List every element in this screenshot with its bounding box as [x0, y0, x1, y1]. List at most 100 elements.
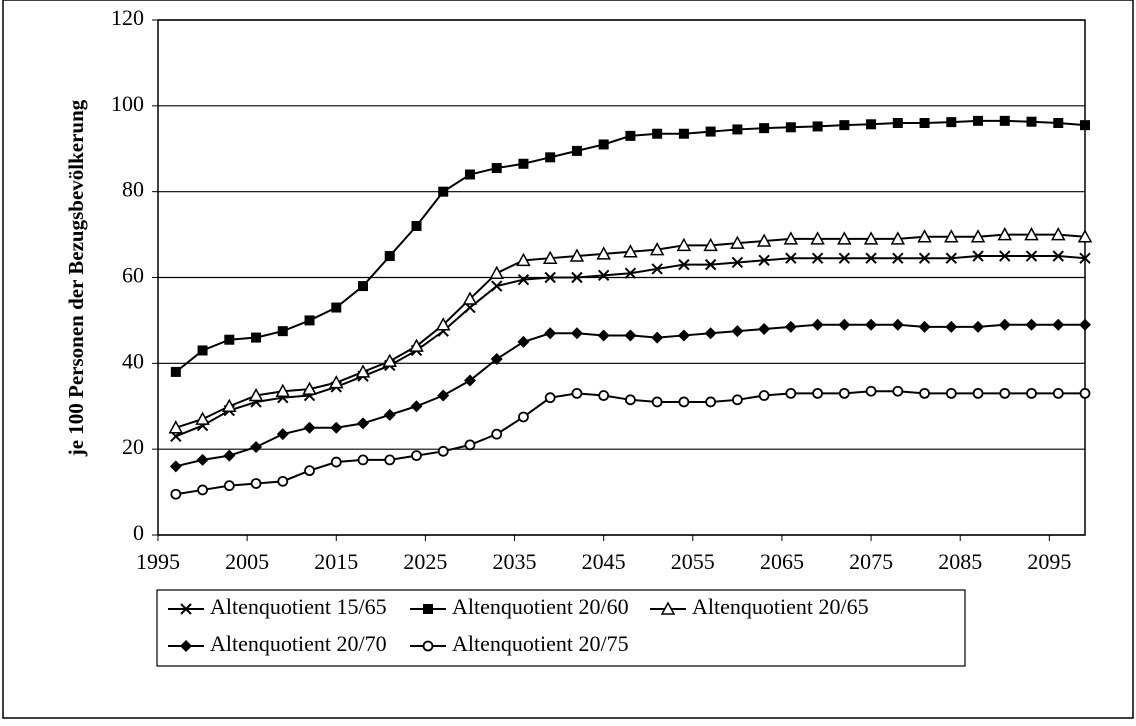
marker	[1052, 387, 1064, 399]
legend-marker	[422, 640, 434, 652]
marker	[544, 392, 556, 404]
marker	[731, 394, 743, 406]
marker	[651, 331, 664, 344]
marker	[275, 383, 291, 397]
marker	[491, 163, 502, 174]
marker	[649, 242, 665, 256]
marker	[890, 231, 906, 245]
x-tick-label: 2085	[938, 549, 982, 574]
marker	[784, 320, 797, 333]
marker	[168, 420, 184, 434]
x-tick-label: 2075	[849, 549, 893, 574]
y-tick-label: 100	[111, 91, 144, 116]
marker	[705, 126, 716, 137]
marker	[999, 387, 1011, 399]
marker	[410, 400, 423, 413]
marker	[945, 320, 958, 333]
marker	[997, 227, 1013, 241]
marker	[1025, 250, 1038, 262]
marker	[970, 229, 986, 243]
marker	[438, 186, 449, 197]
marker	[464, 439, 476, 451]
marker	[758, 323, 771, 335]
marker	[838, 252, 851, 264]
marker	[945, 387, 957, 399]
marker	[919, 118, 930, 128]
marker	[411, 221, 422, 231]
marker	[1080, 120, 1090, 131]
legend-marker	[180, 640, 192, 652]
marker	[625, 394, 636, 406]
marker	[651, 396, 663, 408]
marker	[383, 408, 396, 421]
y-axis-label: je 100 Personen der Bezugsbevölkerung	[64, 99, 88, 457]
marker	[704, 327, 717, 340]
marker	[918, 252, 931, 264]
marker	[197, 345, 208, 356]
legend-label: Altenquotient 20/70	[210, 631, 387, 656]
marker	[677, 329, 690, 342]
marker	[329, 375, 344, 389]
y-tick-label: 20	[122, 434, 144, 459]
marker	[491, 428, 503, 440]
marker	[892, 118, 903, 128]
marker	[276, 428, 289, 441]
marker	[384, 251, 395, 262]
marker	[892, 252, 904, 264]
x-tick-label: 2045	[582, 549, 626, 574]
marker	[676, 237, 692, 252]
marker	[571, 387, 583, 399]
marker	[545, 152, 556, 163]
marker	[1026, 116, 1037, 127]
marker	[998, 318, 1011, 331]
marker	[1052, 250, 1064, 262]
marker	[863, 231, 879, 245]
marker	[972, 387, 984, 399]
marker	[544, 271, 556, 284]
marker	[838, 318, 851, 331]
marker	[304, 315, 315, 326]
marker	[811, 252, 824, 264]
marker	[944, 229, 959, 243]
marker	[623, 244, 638, 258]
y-tick-label: 60	[122, 263, 144, 288]
marker	[758, 254, 770, 267]
marker	[999, 115, 1010, 126]
x-tick-label: 2035	[493, 549, 537, 574]
marker	[785, 252, 797, 264]
marker	[892, 385, 904, 397]
marker	[409, 338, 424, 352]
marker	[542, 250, 558, 264]
marker	[783, 231, 799, 245]
marker	[490, 353, 503, 366]
marker	[569, 248, 585, 262]
marker	[917, 229, 932, 243]
marker	[411, 450, 422, 462]
marker	[730, 235, 745, 249]
marker	[463, 374, 476, 387]
marker	[598, 139, 609, 150]
marker	[544, 327, 557, 340]
x-tick-label: 2095	[1027, 549, 1071, 574]
marker	[571, 145, 582, 156]
marker	[303, 421, 316, 434]
marker	[759, 123, 770, 134]
marker	[302, 381, 317, 395]
legend-label: Altenquotient 20/65	[692, 594, 869, 619]
marker	[491, 280, 503, 292]
marker	[437, 389, 450, 402]
x-tick-label: 1995	[136, 549, 180, 574]
marker	[277, 326, 288, 337]
marker	[972, 250, 984, 262]
marker	[865, 318, 878, 331]
marker	[462, 291, 478, 305]
marker	[785, 122, 796, 133]
marker	[865, 252, 877, 264]
marker	[758, 390, 770, 401]
legend-box	[156, 589, 966, 667]
x-tick-label: 2015	[314, 549, 358, 574]
marker	[1024, 227, 1039, 241]
marker	[304, 465, 315, 477]
x-tick-label: 2005	[225, 549, 269, 574]
